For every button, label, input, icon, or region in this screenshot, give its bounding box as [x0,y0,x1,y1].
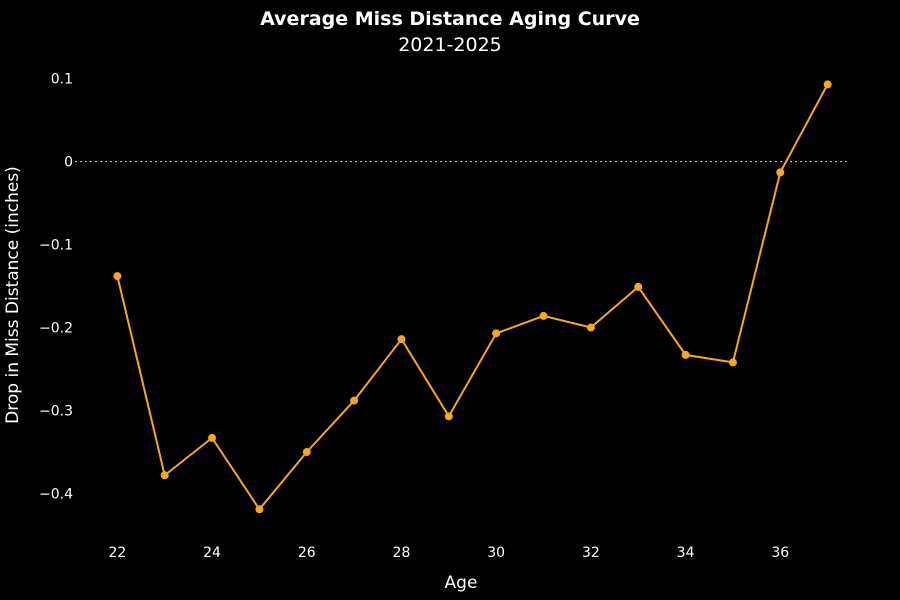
data-point [728,358,737,367]
data-point [823,80,832,89]
x-tick-label: 26 [298,545,316,561]
data-point [350,396,359,405]
data-point [255,505,264,514]
data-point [113,272,122,281]
data-point [776,168,785,177]
x-tick-label: 34 [677,545,695,561]
x-tick-label: 32 [582,545,600,561]
data-point [444,412,453,421]
y-tick-label: −0.1 [39,238,73,254]
series-line [116,83,829,511]
y-tick-label: −0.2 [39,321,73,337]
y-tick-label: 0 [64,155,73,171]
x-tick-label: 30 [487,545,505,561]
x-tick-label: 22 [108,545,126,561]
y-tick-label: 0.1 [51,72,73,88]
data-point [586,323,595,332]
chart-subtitle: 2021-2025 [398,34,502,56]
data-point [397,335,406,344]
x-axis-title: Age [445,573,478,593]
data-point [634,282,643,291]
data-point [539,311,548,320]
data-point [160,471,169,480]
y-tick-label: −0.4 [39,487,73,503]
y-axis-ticks: 0.1 0 −0.1 −0.2 −0.3 −0.4 [39,72,73,503]
chart-title: Average Miss Distance Aging Curve [260,8,640,30]
data-point [208,433,217,442]
series-points [113,80,832,514]
data-point [681,350,690,359]
data-point [492,329,501,338]
x-tick-label: 36 [771,545,789,561]
x-axis-ticks: 22 24 26 28 30 32 34 36 [108,545,789,561]
y-axis-title: Drop in Miss Distance (inches) [3,166,23,424]
x-tick-label: 28 [393,545,411,561]
data-point [302,448,311,457]
x-tick-label: 24 [203,545,221,561]
y-tick-label: −0.3 [39,404,73,420]
